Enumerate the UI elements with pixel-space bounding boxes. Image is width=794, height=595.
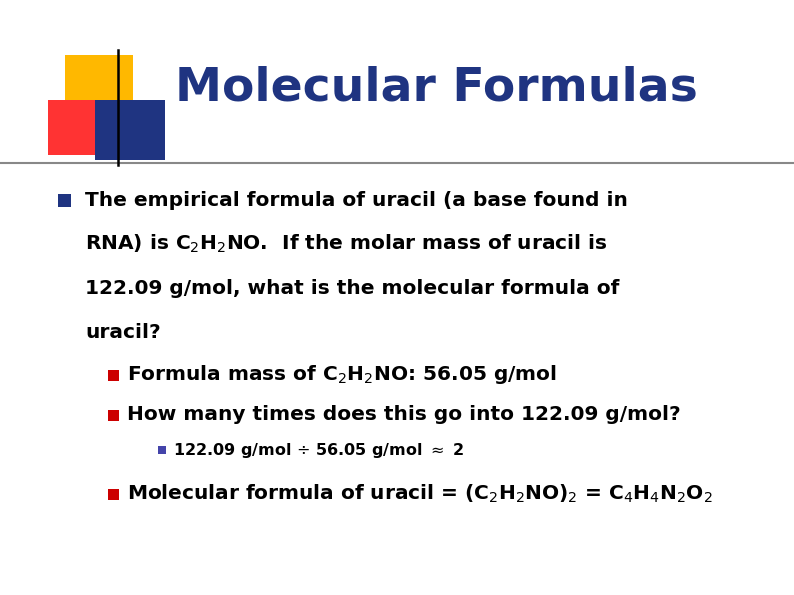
Text: 122.09 g/mol, what is the molecular formula of: 122.09 g/mol, what is the molecular form…: [85, 278, 619, 298]
Text: uracil?: uracil?: [85, 322, 160, 342]
Text: Molecular Formulas: Molecular Formulas: [175, 65, 698, 111]
Text: Formula mass of C$_2$H$_2$NO: 56.05 g/mol: Formula mass of C$_2$H$_2$NO: 56.05 g/mo…: [127, 364, 557, 387]
Bar: [65, 55, 133, 120]
Text: RNA) is C$_2$H$_2$NO.  If the molar mass of uracil is: RNA) is C$_2$H$_2$NO. If the molar mass …: [85, 233, 607, 255]
Bar: [58, 193, 71, 206]
Bar: [108, 409, 119, 421]
Text: How many times does this go into 122.09 g/mol?: How many times does this go into 122.09 …: [127, 406, 680, 424]
Bar: [158, 446, 166, 454]
Bar: [95, 100, 165, 160]
Bar: [108, 488, 119, 499]
Bar: [48, 100, 125, 155]
Text: 122.09 g/mol $\div$ 56.05 g/mol $\approx$ 2: 122.09 g/mol $\div$ 56.05 g/mol $\approx…: [173, 440, 464, 459]
Bar: [108, 369, 119, 380]
Text: Molecular formula of uracil = (C$_2$H$_2$NO)$_2$ = C$_4$H$_4$N$_2$O$_2$: Molecular formula of uracil = (C$_2$H$_2…: [127, 483, 713, 505]
Text: The empirical formula of uracil (a base found in: The empirical formula of uracil (a base …: [85, 190, 628, 209]
